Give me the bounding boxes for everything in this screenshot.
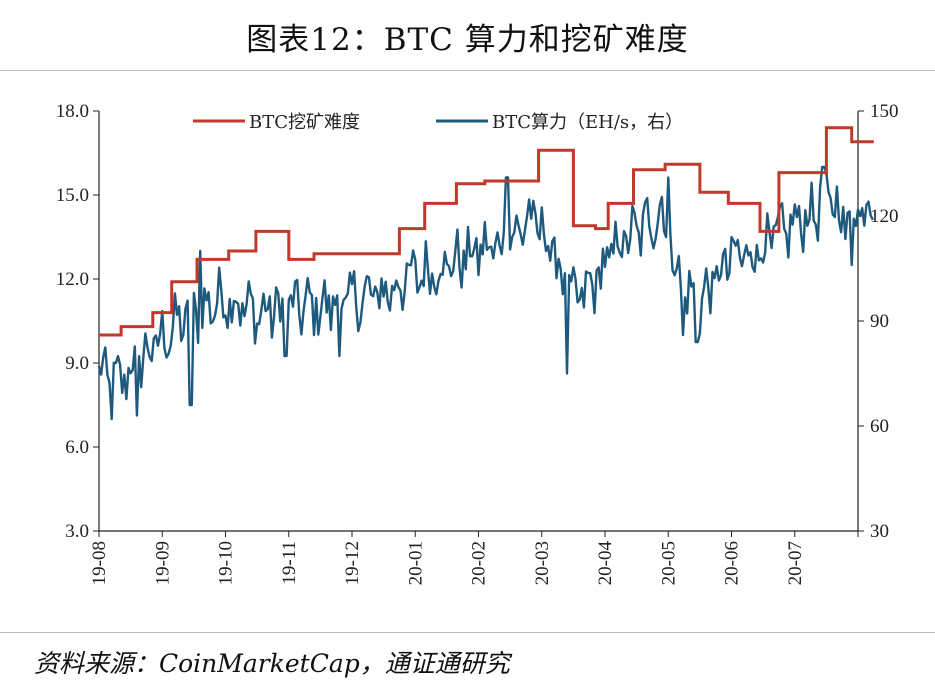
legend: BTC挖矿难度 BTC算力（EH/s，右）: [193, 112, 683, 133]
x-tick-label: 19-12: [342, 541, 363, 585]
legend-label-difficulty: BTC挖矿难度: [249, 112, 360, 133]
x-tick-label: 20-03: [532, 541, 553, 585]
y-left-tick-label: 3.0: [65, 521, 89, 542]
y-right-tick-label: 150: [870, 101, 899, 122]
series-hashrate-line: [97, 165, 874, 421]
y-right-tick-label: 60: [870, 416, 889, 437]
x-tick-label: 20-05: [658, 541, 679, 585]
chart-title: 图表12：BTC 算力和挖矿难度: [246, 22, 689, 58]
x-tick-label: 20-06: [722, 541, 743, 585]
x-tick-label: 20-04: [595, 541, 616, 586]
y-right-tick-label: 30: [870, 521, 889, 542]
x-tick-label: 19-11: [279, 541, 300, 585]
source-note: 资料来源：CoinMarketCap，通证通研究: [34, 649, 510, 678]
axes-layer: 3.0 6.0 9.0 12.0 15.0 18.0 30 60 90 120 150 19-08 19…: [56, 101, 899, 585]
y-right-tick-label: 90: [870, 311, 889, 332]
x-tick-label: 19-08: [89, 541, 110, 585]
series-difficulty-line: [99, 126, 874, 337]
source-divider: [0, 632, 935, 633]
y-left-tick-label: 18.0: [56, 101, 89, 122]
y-left-tick-label: 6.0: [65, 437, 89, 458]
legend-label-hashrate: BTC算力（EH/s，右）: [492, 112, 683, 133]
x-tick-label: 19-10: [216, 541, 237, 585]
chart-canvas: 3.0 6.0 9.0 12.0 15.0 18.0 30 60 90 120 150 19-08 19…: [56, 101, 899, 585]
y-left-tick-label: 9.0: [65, 353, 89, 374]
x-tick-label: 20-07: [785, 541, 806, 585]
series-layer: [97, 126, 874, 421]
title-divider: [0, 70, 935, 71]
y-left-tick-label: 12.0: [56, 269, 89, 290]
x-tick-label: 20-02: [469, 541, 490, 585]
x-tick-label: 20-01: [405, 541, 426, 585]
x-tick-label: 19-09: [152, 541, 173, 585]
y-right-tick-label: 120: [870, 206, 899, 227]
y-left-tick-label: 15.0: [56, 185, 89, 206]
